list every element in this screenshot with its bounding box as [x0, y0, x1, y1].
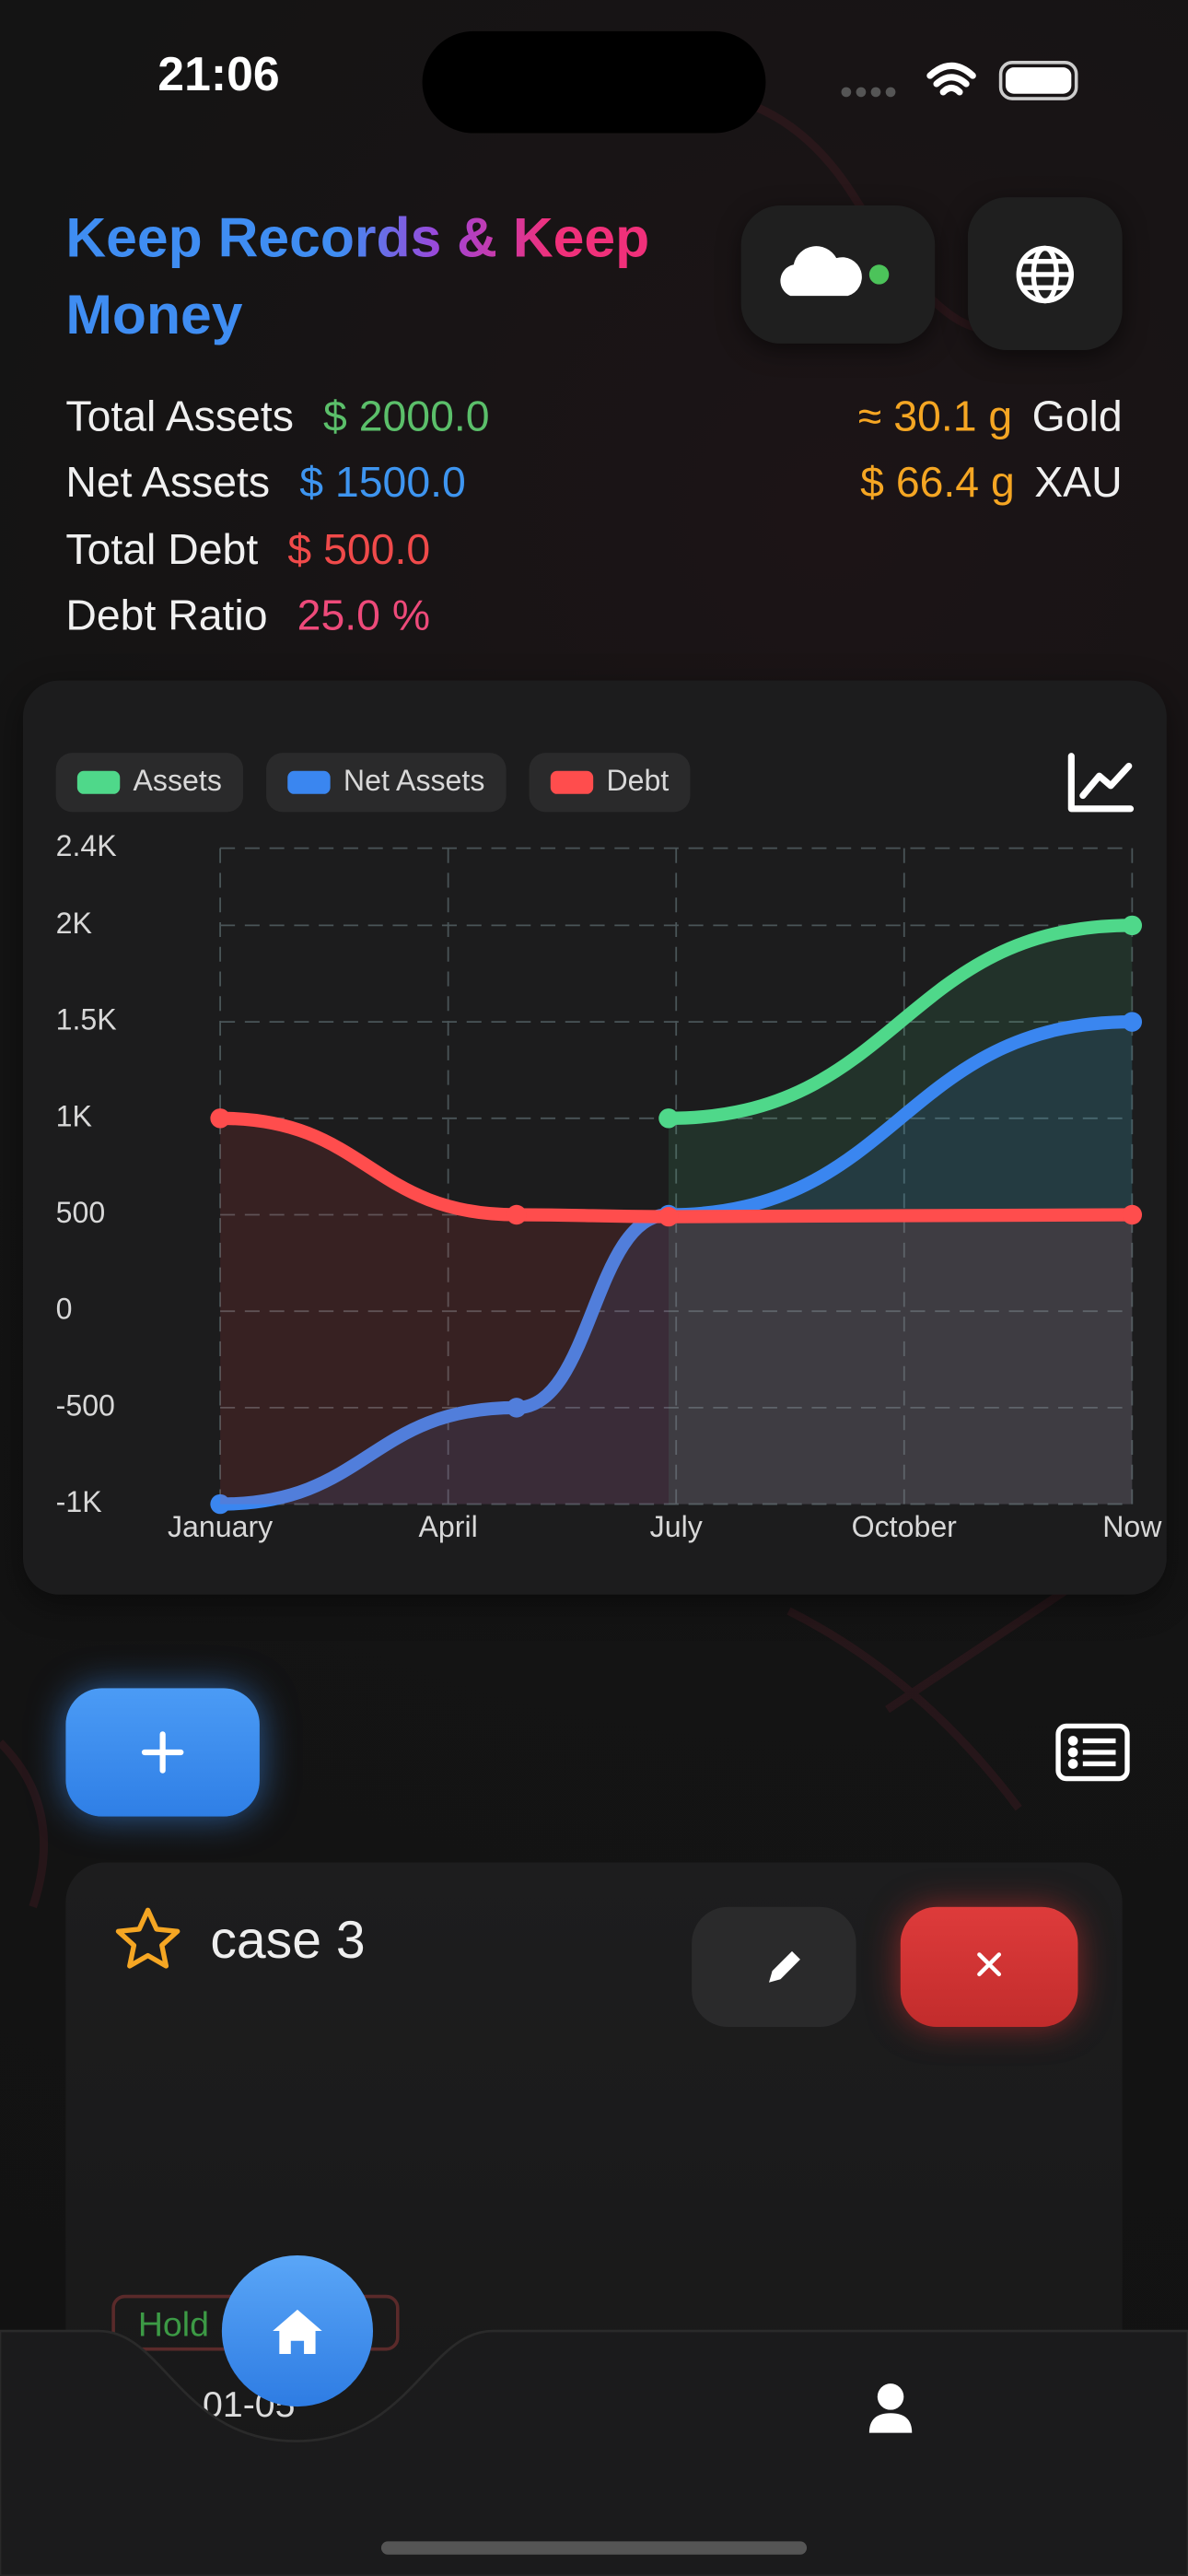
y-tick-label: 0 — [56, 1293, 73, 1326]
profile-tab[interactable] — [868, 2383, 913, 2433]
chart: Assets Net Assets Debt -1K -500 0 500 1K 1.5K 2K… — [55, 753, 1162, 1543]
plus-icon — [141, 1731, 184, 1774]
gold-value: $ 66.4 g — [860, 457, 1015, 507]
x-tick-label: October — [852, 1510, 958, 1543]
y-tick-label: 1K — [56, 1099, 93, 1132]
legend-label: Net Assets — [344, 764, 484, 797]
edit-button[interactable] — [692, 1906, 856, 2027]
y-tick-label: 500 — [56, 1196, 106, 1229]
x-tick-label: Now — [1102, 1510, 1162, 1543]
series-line — [213, 1014, 1139, 1511]
legend-item[interactable]: Debt — [529, 753, 691, 813]
legend-label: Assets — [134, 764, 222, 797]
gold-unit: XAU — [1034, 457, 1123, 507]
legend-chip — [55, 753, 244, 813]
favorite-star[interactable] — [111, 1903, 184, 1976]
y-tick-label: -1K — [56, 1485, 103, 1518]
y-tick-label: 1.5K — [56, 1003, 118, 1036]
status-icons — [841, 61, 1078, 100]
summary-row: Total Debt $ 500.0 — [65, 524, 430, 575]
summary-value: $ 500.0 — [287, 524, 431, 574]
series-line — [213, 1111, 1139, 1224]
x-tick-label: January — [168, 1510, 273, 1543]
summary-value: $ 1500.0 — [299, 457, 466, 507]
legend-label: Debt — [606, 764, 669, 797]
gold-value: ≈ 30.1 g — [857, 391, 1013, 441]
legend-chip — [529, 753, 691, 813]
summary-value: $ 2000.0 — [323, 391, 490, 441]
y-tick-label: -500 — [56, 1388, 115, 1422]
status-time: 21:06 — [157, 49, 280, 102]
legend: Assets Net Assets Debt — [55, 753, 691, 813]
legend-chip — [266, 753, 507, 813]
summary-row: Total Assets $ 2000.0 — [65, 392, 489, 442]
x-tick-label: April — [419, 1510, 478, 1543]
data-point — [210, 1493, 230, 1515]
data-point — [658, 1108, 679, 1129]
y-tick-label: 2.4K — [56, 829, 118, 862]
data-point — [658, 1206, 679, 1227]
data-point — [210, 1108, 230, 1129]
bottom-nav — [0, 2329, 1188, 2576]
legend-item[interactable]: Net Assets — [266, 753, 507, 813]
grid — [219, 847, 1134, 1505]
summary-label: Net Assets — [65, 457, 271, 507]
data-point — [507, 1204, 527, 1225]
data-point — [1122, 1012, 1143, 1032]
x-tick-label: July — [650, 1510, 703, 1543]
home-tab[interactable] — [214, 2249, 381, 2417]
close-icon — [977, 1952, 1002, 1977]
globe-icon — [1016, 245, 1074, 304]
summary-value: 25.0 % — [297, 590, 431, 640]
summary-label: Total Debt — [65, 524, 259, 574]
delete-button[interactable] — [900, 1906, 1078, 2027]
summary-row: Debt Ratio 25.0 % — [65, 591, 430, 641]
gold-row: $ 66.4 g XAU — [860, 457, 1123, 508]
summary-row: Net Assets $ 1500.0 — [65, 457, 465, 508]
legend-swatch — [287, 770, 331, 794]
dynamic-island — [422, 30, 766, 134]
chart-card: Assets Net Assets Debt -1K -500 0 500 1K 1.5K 2K… — [22, 680, 1167, 1595]
series-line — [661, 919, 1139, 1125]
summary-label: Total Assets — [65, 391, 294, 441]
chart-type-icon[interactable] — [1067, 753, 1135, 813]
home-indicator — [380, 2541, 808, 2555]
gold-unit: Gold — [1031, 391, 1123, 441]
plot — [210, 915, 1143, 1515]
legend-item[interactable]: Assets — [55, 753, 244, 813]
gold-row: ≈ 30.1 g Gold — [858, 392, 1123, 442]
record-name: case 3 — [210, 1910, 366, 1970]
pencil-icon — [769, 1950, 800, 1983]
legend-swatch — [550, 770, 594, 794]
series-area — [220, 1118, 1133, 1505]
data-point — [1122, 1204, 1143, 1225]
data-point — [507, 1398, 527, 1418]
app-title: Keep Records & Keep Money — [65, 201, 673, 356]
add-record-button[interactable] — [65, 1688, 260, 1817]
summary-label: Debt Ratio — [65, 590, 268, 640]
y-tick-label: 2K — [56, 907, 93, 940]
language-button[interactable] — [967, 197, 1123, 351]
series-area — [220, 1022, 1133, 1505]
cloud-icon — [780, 246, 890, 297]
cloud-sync-button[interactable] — [740, 205, 936, 344]
data-point — [1122, 915, 1143, 936]
list-view-button[interactable] — [1054, 1723, 1130, 1782]
legend-swatch — [76, 770, 121, 794]
